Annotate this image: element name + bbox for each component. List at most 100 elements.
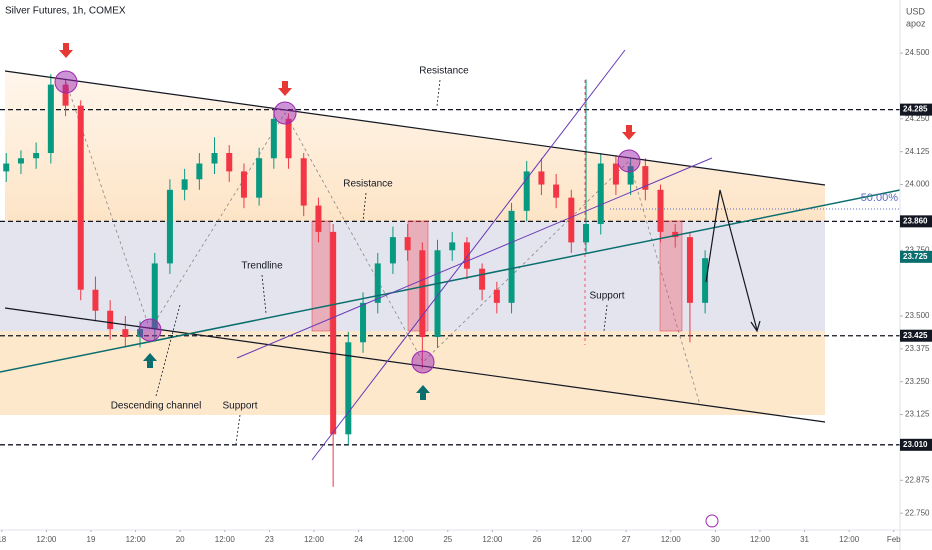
candle-body (33, 153, 40, 159)
candle-body (300, 158, 307, 206)
y-tick-label: 22.875 (905, 475, 930, 484)
candle-body (672, 231, 679, 238)
down-arrow (59, 43, 73, 58)
candle-body (612, 163, 619, 185)
candle-body (597, 163, 604, 224)
candle-body (627, 166, 634, 185)
candle-body (642, 166, 649, 190)
candle-body (107, 310, 114, 330)
candle-body (315, 205, 322, 232)
up-arrow (416, 385, 430, 400)
zigzag (65, 81, 701, 406)
candle-body (434, 250, 441, 338)
x-tick-label: 30 (711, 535, 720, 544)
y-tick-label: 24.000 (905, 180, 930, 189)
candle-body (360, 302, 367, 343)
candle-body (702, 258, 709, 303)
y-tick-label: 24.500 (905, 48, 930, 57)
annotation: Resistance (343, 179, 393, 190)
x-tick-label: 26 (533, 535, 542, 544)
price-label: 23.725 (903, 252, 928, 261)
candle-body (553, 184, 560, 198)
pivot-circle (617, 149, 641, 173)
candle-body (122, 329, 129, 338)
price-label: 24.285 (903, 105, 928, 114)
price-label-box (900, 438, 932, 451)
candle-body (92, 289, 99, 311)
y-tick-label: 23.500 (905, 311, 930, 320)
candle-body (508, 210, 515, 303)
zigzag-line (65, 81, 701, 406)
candle-body (47, 84, 54, 154)
x-tick-label: 19 (87, 535, 96, 544)
x-tick-label: 20 (176, 535, 185, 544)
candle-body (330, 231, 337, 435)
candle-body (404, 237, 411, 251)
trendline (0, 189, 901, 373)
projection-arrow (705, 189, 758, 331)
y-tick-label: 23.750 (905, 245, 930, 254)
price-label-box (900, 329, 932, 342)
x-tick-label: 24 (354, 535, 363, 544)
x-tick-label: 23 (265, 535, 274, 544)
candle-body (479, 268, 486, 290)
candle-body (17, 158, 24, 164)
callout (436, 79, 441, 107)
support-zone (0, 331, 825, 415)
price-label: 23.010 (903, 440, 928, 449)
candle-body (62, 84, 69, 106)
candle-body (538, 171, 545, 185)
fib-label: 50.00% (861, 192, 899, 204)
candle-body (419, 250, 426, 338)
x-tick-label: 31 (800, 535, 809, 544)
price-label: 23.425 (903, 331, 928, 340)
y-tick-label: 23.375 (905, 344, 930, 353)
candle-body (374, 263, 381, 303)
x-tick-label: 18 (0, 535, 7, 544)
candle-body (3, 163, 10, 172)
candle-body (270, 118, 277, 159)
pivot-circle (54, 70, 78, 94)
event-icon (705, 514, 719, 528)
channel-fill (5, 71, 825, 221)
candle-body (463, 242, 470, 269)
annotation: Trendline (241, 261, 283, 272)
callout (362, 192, 367, 222)
x-tick-label: 12:00 (36, 535, 57, 544)
annotation: Descending channel (111, 401, 202, 412)
candle-body (345, 342, 352, 435)
zone-box (659, 220, 683, 332)
price-label-box (900, 215, 932, 228)
up-arrow (143, 353, 157, 368)
chart-title: Silver Futures, 1h, COMEX (5, 6, 126, 17)
pivot-circle (273, 101, 297, 125)
callout (235, 414, 241, 445)
pivot-circle (411, 350, 435, 374)
candle-body (389, 237, 396, 264)
price-label-box (900, 250, 932, 263)
x-tick-label: 12:00 (215, 535, 236, 544)
candle-body (449, 242, 456, 251)
candle-body (181, 179, 188, 190)
annotation: Resistance (419, 66, 469, 77)
x-tick-label: 12:00 (750, 535, 771, 544)
price-label-box (900, 103, 932, 116)
candle-body (686, 237, 693, 303)
author: apoz (906, 18, 926, 28)
rising-channel-line (311, 49, 626, 461)
x-tick-label: 12:00 (572, 535, 593, 544)
x-tick-label: Feb (887, 535, 901, 544)
candle-body (523, 171, 530, 211)
price-label: 23.860 (903, 216, 928, 225)
down-arrow (278, 81, 292, 96)
x-tick-label: 12:00 (126, 535, 147, 544)
x-tick-label: 12:00 (839, 535, 860, 544)
candle-body (285, 118, 292, 159)
currency: USD (906, 6, 926, 16)
y-tick-label: 23.125 (905, 410, 930, 419)
zone-box (311, 220, 331, 332)
pivot-circle (138, 318, 162, 342)
candle-body (151, 263, 158, 330)
y-tick-label: 22.750 (905, 508, 930, 517)
x-tick-label: 12:00 (661, 535, 682, 544)
